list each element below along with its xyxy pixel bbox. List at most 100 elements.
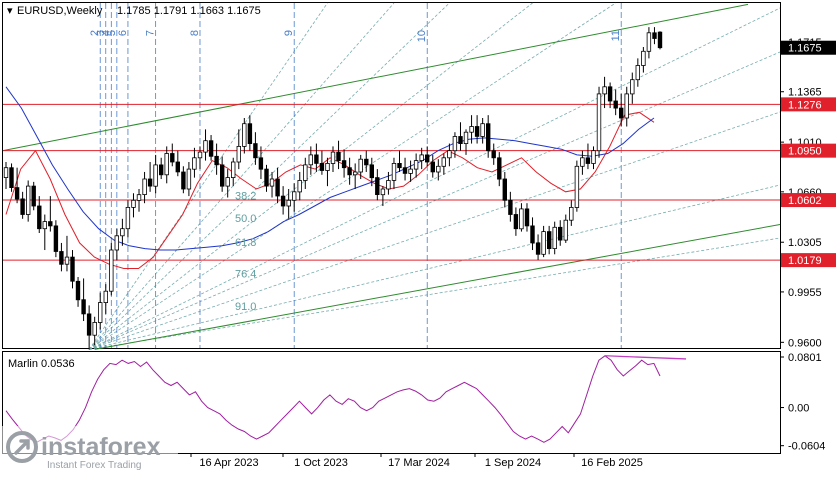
candle <box>131 193 136 218</box>
candle-body-up <box>519 208 524 230</box>
symbol-label: EURUSD,Weekly <box>17 5 103 17</box>
time-tick-label: 1 Oct 2023 <box>294 457 348 469</box>
candle-body-up <box>230 161 236 179</box>
cycle-label-8: 8 <box>189 30 201 36</box>
candle <box>258 146 264 180</box>
marlin-panel-frame <box>2 351 781 454</box>
candle-body-down <box>314 154 319 164</box>
candle <box>535 234 541 260</box>
candle <box>214 143 219 175</box>
time-tick-label: 16 Apr 2023 <box>199 457 258 469</box>
candle-body-up <box>269 178 275 187</box>
time-tick-label: 17 Mar 2024 <box>388 457 450 469</box>
fib-fan-ray-3 <box>88 2 533 350</box>
candle <box>397 150 402 172</box>
candle-body-up <box>563 219 568 241</box>
candle <box>219 156 225 192</box>
candle-body-up <box>447 150 452 159</box>
candle-body-up <box>419 154 424 161</box>
candle <box>48 196 53 232</box>
current-price-label: 1.1675 <box>788 43 822 55</box>
candle-body-up <box>641 50 646 66</box>
candle <box>358 154 363 180</box>
price-level-tag <box>781 253 836 268</box>
price-tick-label: 1.0305 <box>788 237 822 249</box>
candle <box>497 152 502 187</box>
candle <box>347 157 352 185</box>
candle-body-down <box>264 168 269 187</box>
candle <box>286 188 291 219</box>
ohlc-values: 1.1785 1.1791 1.1663 1.1675 <box>117 5 261 17</box>
candle-body-down <box>347 167 352 176</box>
candle <box>81 278 86 322</box>
symbol-triangle-icon: ▾ <box>7 5 13 17</box>
candle <box>236 129 241 170</box>
price-tick-label: 1.1365 <box>788 87 822 99</box>
candle <box>635 58 640 87</box>
candle <box>75 277 81 307</box>
candle <box>92 316 97 346</box>
candle <box>330 146 336 172</box>
fibonacci-fan <box>88 2 781 350</box>
logo-brand: instaforex <box>41 433 161 461</box>
candle <box>59 242 64 272</box>
candle <box>203 129 208 161</box>
candle-body-up <box>186 168 192 190</box>
candle-body-down <box>31 185 36 207</box>
candle-body-up <box>25 185 31 215</box>
candle <box>419 147 424 170</box>
candle <box>607 82 613 109</box>
candle-body-down <box>258 157 264 170</box>
candle-body-down <box>530 225 535 244</box>
candle-body-up <box>330 151 336 164</box>
candle <box>242 118 247 154</box>
candle <box>25 180 31 222</box>
candle-body-up <box>441 157 446 167</box>
candle-body-up <box>358 158 363 173</box>
candle <box>547 225 552 255</box>
candle <box>109 242 114 296</box>
candle <box>325 157 330 187</box>
candle <box>175 150 180 177</box>
candle-body-down <box>70 256 75 282</box>
candle <box>297 171 302 201</box>
candle-body-down <box>20 198 25 215</box>
candle-body-down <box>341 160 347 169</box>
marlin-indicator: -0.0604 0.00 0.0801 <box>5 352 825 453</box>
price-axis: 0.96000.99551.03051.06601.10101.13651.17… <box>780 37 836 349</box>
candle-body-down <box>81 299 86 315</box>
candle <box>619 93 624 127</box>
candle <box>125 200 131 238</box>
candle-body-up <box>380 188 386 196</box>
cycle-label-11: 11 <box>610 30 622 41</box>
fib-fan-ray-0 <box>88 2 328 350</box>
candle <box>391 157 397 189</box>
candle-body-up <box>391 162 397 181</box>
fibonacci-labels: 38.2 50.0 61.8 76.4 91.0 <box>235 190 256 313</box>
candle <box>308 146 313 175</box>
candle-body-up <box>352 171 358 176</box>
candle <box>613 89 618 116</box>
candle-body-up <box>297 180 302 193</box>
candle <box>319 150 325 175</box>
candle-body-up <box>580 157 585 167</box>
price-level-lines <box>3 103 780 261</box>
candle <box>158 157 164 180</box>
candle <box>186 162 192 197</box>
candle-body-down <box>607 86 613 102</box>
candle <box>3 162 9 189</box>
candle <box>652 27 657 45</box>
candle-body-up <box>131 199 136 208</box>
candle <box>9 163 14 192</box>
candle-body-up <box>591 150 596 164</box>
time-axis: 16 Apr 2023 1 Oct 2023 17 Mar 2024 1 Sep 20… <box>190 453 643 469</box>
candle-body-up <box>646 32 652 52</box>
candle-body-up <box>408 168 413 174</box>
candle <box>264 164 269 192</box>
candle-body-up <box>552 226 557 250</box>
candle-body-down <box>502 178 507 201</box>
fib-fan-ray-9 <box>89 237 781 350</box>
candle-body-up <box>142 178 147 196</box>
candle <box>314 143 319 172</box>
candle <box>580 150 585 175</box>
